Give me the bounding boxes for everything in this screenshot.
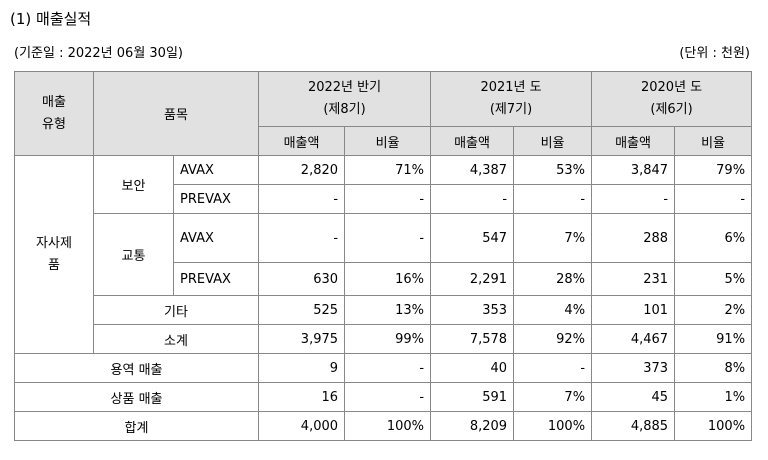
table-cell: 4,885 xyxy=(591,411,676,441)
header-ratio: 비율 xyxy=(674,126,753,156)
header-sales-type: 매출 유형 xyxy=(14,71,94,156)
table-cell: 2% xyxy=(674,295,753,325)
table-cell: 7,578 xyxy=(430,324,515,354)
table-cell: - xyxy=(344,382,432,412)
table-cell: 16 xyxy=(258,382,346,412)
table-cell: 547 xyxy=(430,213,515,263)
group-traffic: 교통 xyxy=(93,213,174,296)
table-cell: 99% xyxy=(344,324,432,354)
table-cell: - xyxy=(674,184,753,214)
row-label: 기타 xyxy=(92,295,260,325)
table-cell: 373 xyxy=(591,353,676,383)
section-title: (1) 매출실적 xyxy=(10,10,92,28)
table-cell: 231 xyxy=(591,262,676,296)
table-cell: 100% xyxy=(344,411,432,441)
unit-label: (단위 : 천원) xyxy=(679,46,750,61)
table-cell: 4,467 xyxy=(591,324,676,354)
table-row: 상품 매출 16 - 591 7% 45 1% xyxy=(13,382,753,412)
base-date: (기준일 : 2022년 06월 30일) xyxy=(14,46,183,61)
table-cell: 8% xyxy=(674,353,753,383)
table-cell: 3,975 xyxy=(258,324,346,354)
header-row-measures: 매출액 비율 매출액 비율 매출액 비율 xyxy=(15,126,753,156)
table-row: 용역 매출 9 - 40 - 373 8% xyxy=(13,353,753,383)
row-label: 용역 매출 xyxy=(13,353,260,383)
table-cell: 40 xyxy=(430,353,515,383)
row-label: AVAX xyxy=(172,213,260,263)
table-row: 자사제 품 보안 AVAX 2,820 71% 4,387 53% 3,847 … xyxy=(14,155,753,354)
table-cell: - xyxy=(513,353,593,383)
header-ratio: 비율 xyxy=(513,126,593,156)
table-cell: - xyxy=(258,184,346,214)
table-cell: 4,000 xyxy=(258,411,346,441)
header-period-2020: 2020년 도 (제6기) xyxy=(591,71,753,127)
table-cell: 92% xyxy=(513,324,593,354)
table-cell: - xyxy=(344,213,432,263)
table-cell: 591 xyxy=(430,382,515,412)
table-cell: 8,209 xyxy=(430,411,515,441)
table-cell: 28% xyxy=(513,262,593,296)
header-item: 품목 xyxy=(92,71,260,156)
table-cell: 71% xyxy=(344,155,432,185)
table-cell: 91% xyxy=(674,324,753,354)
row-label: 합계 xyxy=(13,411,260,441)
table-cell: - xyxy=(430,184,515,214)
table-cell: 101 xyxy=(591,295,676,325)
group-own-product: 자사제 품 xyxy=(14,155,94,354)
table-cell: 353 xyxy=(430,295,515,325)
header-period-2022: 2022년 반기 (제8기) xyxy=(258,71,432,127)
sales-table: 매출 유형 품목 2022년 반기 (제8기) 2021년 도 (제7기) 20… xyxy=(13,71,753,441)
header-row-periods: 매출 유형 품목 2022년 반기 (제8기) 2021년 도 (제7기) 20… xyxy=(14,71,753,156)
row-label: 상품 매출 xyxy=(13,382,260,412)
table-cell: 630 xyxy=(258,262,346,296)
table-cell: 13% xyxy=(344,295,432,325)
table-cell: - xyxy=(344,184,432,214)
table-cell: 45 xyxy=(591,382,676,412)
table-cell: 9 xyxy=(258,353,346,383)
table-cell: 2,291 xyxy=(430,262,515,296)
row-label: PREVAX xyxy=(172,262,260,296)
table-cell: - xyxy=(258,213,346,263)
table-cell: 7% xyxy=(513,213,593,263)
table-cell: 2,820 xyxy=(258,155,346,185)
row-label: AVAX xyxy=(172,155,260,185)
table-row: 기타 525 13% 353 4% 101 2% xyxy=(15,295,753,325)
table-cell: 100% xyxy=(513,411,593,441)
table-cell: 16% xyxy=(344,262,432,296)
row-label: 소계 xyxy=(92,324,260,354)
header-sales: 매출액 xyxy=(430,126,515,156)
table-cell: 525 xyxy=(258,295,346,325)
table-cell: 288 xyxy=(591,213,676,263)
table-cell: 5% xyxy=(674,262,753,296)
header-ratio: 비율 xyxy=(344,126,432,156)
table-cell: 100% xyxy=(674,411,753,441)
header-sales: 매출액 xyxy=(591,126,676,156)
table-cell: - xyxy=(344,353,432,383)
header-period-2021: 2021년 도 (제7기) xyxy=(430,71,593,127)
table-row: 교통 AVAX - - 547 7% 288 6% xyxy=(15,213,753,296)
table-cell: 6% xyxy=(674,213,753,263)
table-cell: 7% xyxy=(513,382,593,412)
row-label: PREVAX xyxy=(172,184,260,214)
group-security: 보안 xyxy=(93,155,174,214)
table-cell: - xyxy=(513,184,593,214)
table-cell: 53% xyxy=(513,155,593,185)
table-cell: 79% xyxy=(674,155,753,185)
table-cell: 4,387 xyxy=(430,155,515,185)
table-row-subtotal: 소계 3,975 99% 7,578 92% 4,467 91% xyxy=(15,324,753,354)
table-cell: - xyxy=(591,184,676,214)
table-cell: 4% xyxy=(513,295,593,325)
table-cell: 1% xyxy=(674,382,753,412)
header-sales: 매출액 xyxy=(258,126,346,156)
table-cell: 3,847 xyxy=(591,155,676,185)
table-row-total: 합계 4,000 100% 8,209 100% 4,885 100% xyxy=(13,411,753,441)
